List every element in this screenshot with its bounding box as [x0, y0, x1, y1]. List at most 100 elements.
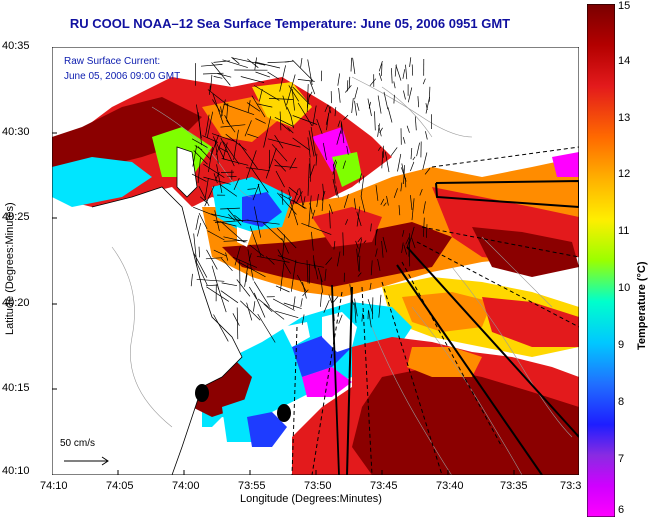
current-vector — [193, 206, 217, 217]
current-vector — [211, 133, 236, 142]
current-vector — [223, 239, 248, 242]
current-vectors — [190, 56, 432, 343]
current-vector — [367, 299, 374, 314]
current-vector — [342, 160, 346, 169]
current-vector — [384, 151, 390, 173]
current-vector — [193, 233, 197, 263]
current-vector — [368, 310, 372, 328]
current-vector — [196, 223, 202, 237]
current-vector — [303, 196, 306, 206]
current-vector — [311, 209, 316, 219]
current-vector — [290, 115, 295, 129]
y-axis-title: Latitude (Degrees:Minutes) — [4, 202, 16, 335]
current-vector — [233, 129, 239, 160]
current-vector — [402, 230, 405, 237]
current-vector — [281, 234, 285, 260]
current-vector — [268, 98, 294, 100]
current-vector — [220, 221, 245, 243]
current-vector — [416, 142, 420, 157]
colorbar-tick-label: 14 — [618, 55, 631, 67]
x-tick-label: 73:45 — [370, 480, 398, 492]
current-vector — [381, 151, 384, 169]
current-vector — [279, 65, 286, 92]
current-vector — [312, 105, 317, 126]
current-vector — [410, 161, 415, 172]
current-vector — [356, 206, 361, 227]
current-vector — [214, 210, 220, 232]
current-vector — [289, 157, 297, 170]
current-vector — [256, 255, 290, 263]
current-vector — [345, 85, 352, 93]
current-vector — [419, 188, 423, 196]
current-vector — [377, 95, 382, 114]
current-vector — [334, 107, 337, 117]
current-vector — [296, 274, 307, 293]
current-vector — [233, 177, 240, 191]
current-vector — [257, 103, 273, 108]
current-vector — [276, 227, 297, 249]
current-vector — [397, 153, 402, 172]
current-vector — [275, 310, 299, 319]
current-vector — [353, 198, 357, 210]
current-vector — [255, 71, 271, 78]
current-vector — [288, 189, 291, 199]
current-vector — [309, 81, 316, 95]
current-vector — [252, 183, 260, 201]
current-vector — [257, 298, 285, 320]
current-vector — [301, 314, 305, 325]
current-vector — [280, 262, 285, 292]
current-vector — [425, 96, 430, 114]
current-vector — [307, 163, 310, 196]
current-vector — [274, 116, 294, 127]
current-vector — [325, 257, 333, 266]
current-vector — [411, 198, 415, 221]
current-vector — [254, 85, 280, 101]
current-vector — [311, 231, 314, 251]
current-vector — [206, 249, 218, 270]
current-vector — [387, 107, 393, 123]
current-vector — [277, 255, 298, 263]
current-vector — [354, 87, 359, 100]
current-vector — [247, 133, 259, 139]
current-vector — [357, 238, 363, 258]
overlay-current-date: June 05, 2006 09:00 GMT — [64, 71, 181, 82]
current-vector — [411, 237, 416, 249]
buoy-marker-1 — [195, 384, 209, 402]
colorbar-tick-label: 13 — [618, 112, 631, 124]
current-vector — [381, 63, 383, 76]
current-vector — [322, 183, 324, 193]
current-vector — [332, 178, 337, 196]
x-tick-label: 74:00 — [172, 480, 200, 492]
current-vector — [391, 68, 393, 84]
current-vector — [370, 260, 373, 276]
current-vector — [220, 99, 226, 118]
colorbar-tick-label: 12 — [618, 168, 631, 180]
current-vector — [218, 147, 228, 153]
current-vector — [337, 251, 341, 267]
current-vector — [371, 297, 374, 320]
current-vector — [316, 118, 323, 135]
current-vector — [248, 286, 257, 300]
current-vector — [417, 96, 420, 108]
current-vector — [317, 267, 323, 283]
current-vector — [422, 152, 428, 170]
current-vector — [302, 282, 307, 299]
colorbar-tick-label: 10 — [618, 282, 631, 294]
current-vector — [295, 191, 303, 204]
colorbar-tick-label: 11 — [618, 225, 630, 237]
current-vector — [205, 257, 223, 260]
current-vector — [247, 188, 256, 190]
current-vector — [254, 57, 257, 70]
current-vector — [321, 191, 325, 212]
y-tick-label: 40:15 — [2, 382, 30, 394]
y-tick-label: 40:25 — [2, 211, 30, 223]
current-vector — [212, 93, 224, 125]
current-vector — [274, 159, 287, 172]
current-vector — [422, 78, 426, 85]
current-vector — [335, 185, 339, 198]
current-vector — [217, 73, 232, 78]
current-vector — [198, 246, 200, 258]
current-vector — [192, 145, 198, 167]
current-vector — [204, 177, 209, 202]
current-vector — [354, 298, 358, 317]
